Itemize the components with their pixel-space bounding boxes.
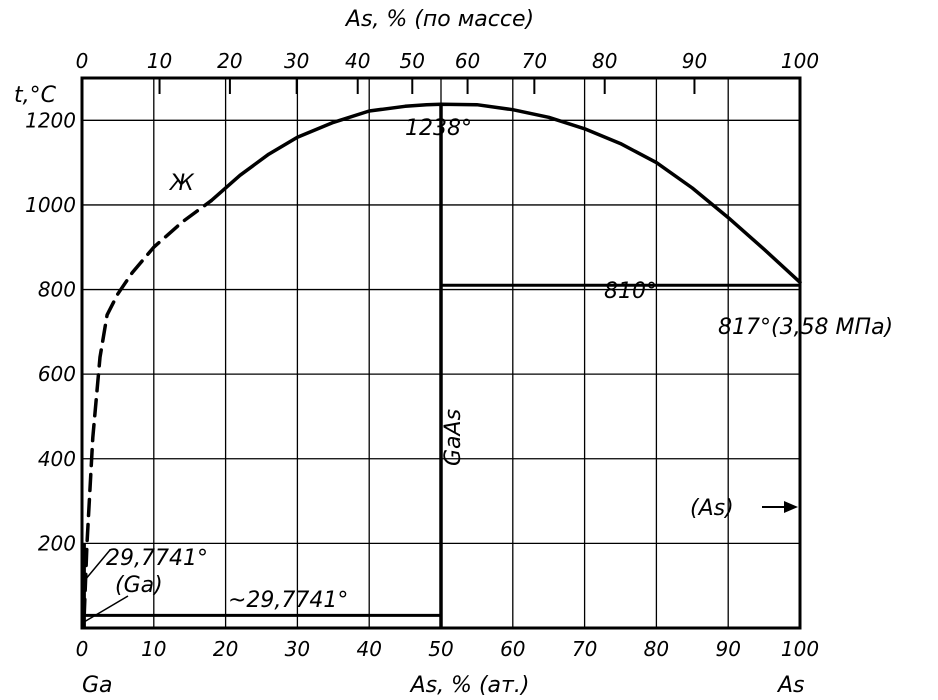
top-tick-label: 10 bbox=[147, 49, 172, 73]
top-tick-label: 90 bbox=[682, 49, 707, 73]
x-tick-label: 40 bbox=[356, 637, 381, 661]
top-tick-label: 0 bbox=[76, 49, 89, 73]
plot-frame bbox=[80, 76, 802, 630]
annotation-eutectic-810: 810° bbox=[604, 279, 657, 304]
liquidus-curve-0 bbox=[82, 198, 213, 618]
element-left-label: Ga bbox=[82, 673, 113, 698]
y-tick-label: 600 bbox=[38, 362, 76, 386]
top-tick-label: 100 bbox=[781, 49, 819, 73]
annotation-liquid-region: Ж bbox=[168, 171, 195, 196]
liquidus-curve-1 bbox=[209, 102, 802, 285]
top-tick-label: 40 bbox=[345, 49, 370, 73]
top-tick-label: 30 bbox=[284, 49, 309, 73]
y-tick-label: 200 bbox=[38, 531, 76, 555]
x-axis-top-title: As, % (по массе) bbox=[344, 7, 534, 32]
annotation-ga-melting: 29,7741° bbox=[106, 546, 208, 571]
x-tick-label: 90 bbox=[715, 637, 740, 661]
y-tick-label: 400 bbox=[38, 447, 76, 471]
annotation-as-phase: (As) bbox=[690, 496, 734, 521]
arrow-icon bbox=[762, 501, 798, 513]
annotation-eutectic-ga: ~29,7741° bbox=[228, 588, 348, 613]
x-tick-label: 20 bbox=[213, 637, 238, 661]
y-axis-title: t,°C bbox=[14, 83, 57, 108]
annotation-gaas-compound: GaAs bbox=[441, 409, 466, 466]
ga-phase-leader bbox=[83, 595, 129, 623]
top-tick-label: 20 bbox=[217, 49, 242, 73]
x-tick-label: 60 bbox=[500, 637, 525, 661]
x-tick-label: 80 bbox=[644, 637, 669, 661]
element-right-label: As bbox=[776, 673, 805, 698]
annotation-melting-point: 1238° bbox=[405, 116, 472, 141]
y-tick-label: 1000 bbox=[25, 193, 76, 217]
top-tick-label: 50 bbox=[400, 49, 425, 73]
series bbox=[82, 102, 802, 618]
top-tick-label: 80 bbox=[592, 49, 617, 73]
x-tick-label: 100 bbox=[781, 637, 819, 661]
x-tick-label: 10 bbox=[141, 637, 166, 661]
annotation-as-melting: 817°(3,58 МПа) bbox=[718, 315, 893, 340]
x-axis-title: As, % (ат.) bbox=[409, 673, 530, 698]
y-tick-label: 800 bbox=[38, 278, 76, 302]
y-tick-label: 1200 bbox=[25, 108, 76, 132]
top-tick-label: 60 bbox=[455, 49, 480, 73]
top-tick-label: 70 bbox=[522, 49, 547, 73]
x-tick-label: 70 bbox=[572, 637, 597, 661]
x-tick-label: 0 bbox=[76, 637, 89, 661]
x-tick-label: 50 bbox=[428, 637, 453, 661]
tick-labels: 0 10 20 30 40 50 60 70 80 90 100200400600800100012… bbox=[25, 49, 819, 661]
x-tick-label: 30 bbox=[285, 637, 310, 661]
annotation-ga-phase: (Ga) bbox=[115, 573, 163, 598]
ga-melting-leader bbox=[84, 549, 111, 581]
